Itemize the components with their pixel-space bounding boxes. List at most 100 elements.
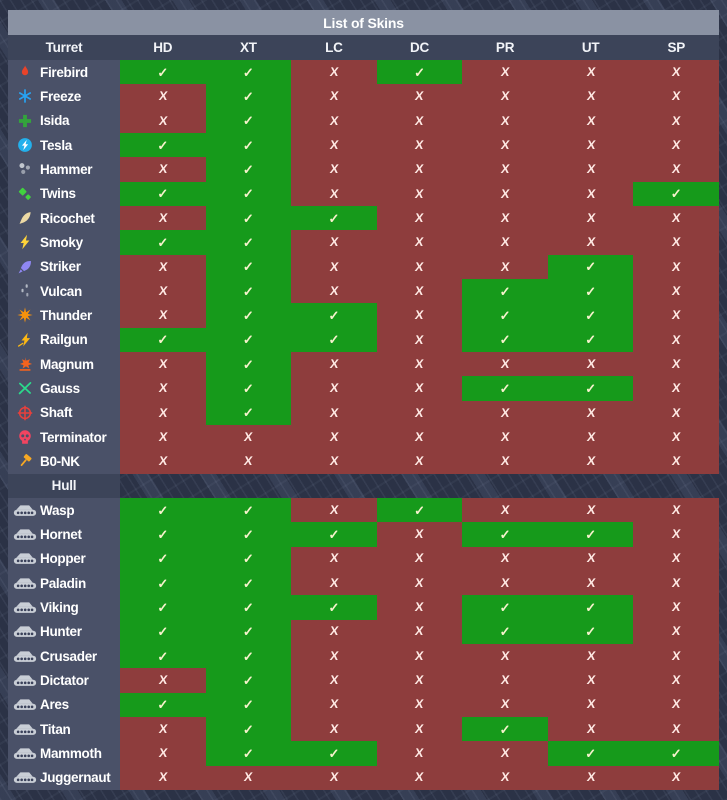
cross-mark: X bbox=[499, 454, 511, 469]
check-mark: ✓ bbox=[242, 526, 254, 542]
skin-cell-hd: ✓ bbox=[120, 546, 206, 571]
skin-cell-hd: ✓ bbox=[120, 692, 206, 717]
skin-cell-sp: X bbox=[633, 327, 720, 352]
tank-icon bbox=[10, 674, 40, 687]
cross-mark: X bbox=[499, 697, 511, 712]
check-mark: ✓ bbox=[328, 526, 340, 542]
skin-cell-dc: X bbox=[376, 254, 463, 279]
skin-cell-sp: X bbox=[633, 230, 720, 255]
row-label: Hornet bbox=[8, 522, 120, 547]
table-row: Shaft X ✓ X X X X X bbox=[8, 400, 720, 425]
cross-mark: X bbox=[157, 356, 168, 371]
skin-cell-hd: X bbox=[120, 84, 206, 109]
skin-cell-lc: X bbox=[291, 157, 377, 182]
row-name: Striker bbox=[40, 259, 81, 275]
skin-cell-lc: X bbox=[291, 668, 377, 693]
skin-cell-sp: X bbox=[633, 303, 720, 328]
cross-mark: X bbox=[671, 454, 682, 469]
skin-cell-xt: ✓ bbox=[205, 522, 292, 547]
skin-cell-dc: ✓ bbox=[376, 497, 463, 523]
skin-cell-dc: X bbox=[376, 692, 463, 717]
skin-cell-ut: ✓ bbox=[547, 522, 634, 547]
cross-mark: X bbox=[585, 697, 596, 712]
skin-cell-pr: X bbox=[462, 643, 548, 669]
cross-mark: X bbox=[585, 648, 596, 663]
check-mark: ✓ bbox=[242, 648, 254, 664]
cross-mark: X bbox=[585, 210, 596, 225]
cross-mark: X bbox=[585, 162, 596, 177]
column-header-hd: HD bbox=[153, 40, 173, 55]
skin-cell-pr: ✓ bbox=[462, 619, 548, 644]
skin-cell-sp: X bbox=[633, 108, 720, 133]
column-header-turret: Turret bbox=[8, 35, 120, 60]
skin-cell-lc: X bbox=[291, 716, 377, 742]
skin-cell-lc: ✓ bbox=[291, 522, 377, 547]
skin-cell-lc: ✓ bbox=[291, 205, 377, 231]
skin-cell-sp: X bbox=[633, 692, 720, 717]
cross-mark: X bbox=[499, 673, 511, 688]
starburst-icon bbox=[10, 307, 40, 323]
check-mark: ✓ bbox=[242, 210, 254, 226]
table-row: Viking ✓ ✓ ✓ X ✓ ✓ X bbox=[8, 595, 720, 620]
cross-mark: X bbox=[585, 89, 596, 104]
cross-mark: X bbox=[499, 210, 511, 225]
skin-cell-ut: X bbox=[547, 668, 634, 693]
skin-cell-ut: X bbox=[547, 449, 634, 474]
check-mark: ✓ bbox=[670, 745, 682, 761]
twin-diamonds-icon bbox=[10, 186, 40, 202]
cross-mark: X bbox=[671, 575, 682, 590]
skin-cell-ut: X bbox=[547, 497, 634, 523]
flame-icon bbox=[10, 64, 40, 80]
skin-cell-dc: X bbox=[376, 303, 463, 328]
skin-cell-xt: ✓ bbox=[205, 303, 292, 328]
table-row: Wasp ✓ ✓ X ✓ X X X bbox=[8, 497, 720, 523]
skin-cell-ut: X bbox=[547, 205, 634, 231]
skin-cell-sp: X bbox=[633, 522, 720, 547]
table-row: Hornet ✓ ✓ ✓ X ✓ ✓ X bbox=[8, 522, 720, 547]
row-label: Hammer bbox=[8, 157, 120, 182]
skin-cell-ut: X bbox=[547, 108, 634, 133]
section-header-label: Hull bbox=[51, 478, 77, 494]
check-mark: ✓ bbox=[585, 259, 597, 275]
skin-cell-pr: X bbox=[462, 254, 548, 279]
skin-cell-pr: X bbox=[462, 765, 548, 790]
skin-cell-hd: ✓ bbox=[120, 327, 206, 352]
cross-mark: X bbox=[671, 673, 682, 688]
cross-mark: X bbox=[499, 235, 511, 250]
tank-icon bbox=[10, 601, 40, 614]
hammer-icon bbox=[10, 453, 40, 469]
cross-mark: X bbox=[328, 624, 340, 639]
skin-cell-xt: ✓ bbox=[205, 595, 292, 620]
tank-icon bbox=[10, 698, 40, 711]
cross-mark: X bbox=[499, 162, 511, 177]
skin-cell-ut: X bbox=[547, 157, 634, 182]
row-name: Shaft bbox=[40, 405, 73, 421]
cross-mark: X bbox=[157, 770, 168, 785]
skin-cell-dc: X bbox=[376, 205, 463, 231]
cross-mark: X bbox=[328, 89, 340, 104]
skin-cell-lc: X bbox=[291, 619, 377, 644]
cross-mark: X bbox=[414, 429, 425, 444]
skin-cell-dc: X bbox=[376, 351, 463, 377]
skin-cell-xt: ✓ bbox=[205, 327, 292, 352]
row-name: Twins bbox=[40, 186, 76, 202]
skin-cell-lc: X bbox=[291, 765, 377, 790]
skin-cell-ut: X bbox=[547, 230, 634, 255]
cross-mark: X bbox=[585, 186, 596, 201]
row-name: Tesla bbox=[40, 137, 73, 153]
check-mark: ✓ bbox=[328, 599, 340, 615]
row-label: Dictator bbox=[8, 668, 120, 693]
skin-cell-ut: ✓ bbox=[547, 595, 634, 620]
skin-cell-dc: X bbox=[376, 181, 463, 206]
row-name: Crusader bbox=[40, 648, 97, 664]
cross-mark: X bbox=[671, 235, 682, 250]
skin-cell-hd: ✓ bbox=[120, 570, 206, 596]
cross-mark: X bbox=[414, 600, 425, 615]
skin-cell-ut: ✓ bbox=[547, 327, 634, 352]
cross-mark: X bbox=[414, 89, 425, 104]
check-mark: ✓ bbox=[499, 380, 511, 396]
cross-mark: X bbox=[671, 64, 682, 79]
check-mark: ✓ bbox=[328, 332, 340, 348]
cross-mark: X bbox=[585, 235, 596, 250]
cross-mark: X bbox=[414, 137, 425, 152]
